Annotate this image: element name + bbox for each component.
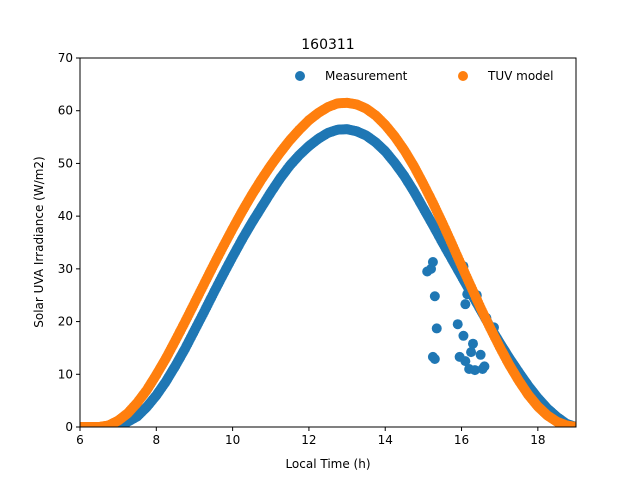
legend-marker bbox=[295, 71, 305, 81]
measurement-point bbox=[427, 257, 438, 268]
y-tick-label: 20 bbox=[58, 315, 73, 329]
legend: Measurement TUV model bbox=[295, 69, 554, 83]
plot-area: 6 8 10 12 14 16 18 0 10 20 30 40 50 60 70 Measurement TU… bbox=[58, 51, 577, 447]
measurement-point bbox=[460, 299, 471, 310]
y-tick-label: 60 bbox=[58, 104, 73, 118]
measurement-point bbox=[460, 356, 471, 367]
measurement-point bbox=[479, 361, 490, 372]
x-tick-label: 8 bbox=[152, 433, 160, 447]
legend-label: Measurement bbox=[325, 69, 408, 83]
legend-marker bbox=[458, 71, 468, 81]
measurement-point bbox=[431, 323, 442, 334]
data-points bbox=[80, 97, 576, 427]
tuv-model-point bbox=[571, 422, 576, 427]
x-tick-label: 14 bbox=[378, 433, 393, 447]
measurement-point bbox=[467, 338, 478, 349]
x-tick-label: 18 bbox=[530, 433, 545, 447]
y-tick-label: 40 bbox=[58, 209, 73, 223]
y-tick-label: 10 bbox=[58, 367, 73, 381]
measurement-point bbox=[466, 347, 477, 358]
x-tick-label: 12 bbox=[301, 433, 316, 447]
axes-frame bbox=[79, 57, 577, 428]
measurement-point bbox=[429, 353, 440, 364]
measurement-point bbox=[429, 291, 440, 302]
y-tick-label: 70 bbox=[58, 51, 73, 65]
y-tick-label: 30 bbox=[58, 262, 73, 276]
measurement-point bbox=[458, 330, 469, 341]
y-axis-label: Solar UVA Irradiance (W/m2) bbox=[32, 156, 46, 328]
x-tick-label: 10 bbox=[225, 433, 240, 447]
measurement-point bbox=[469, 365, 480, 376]
y-tick-label: 50 bbox=[58, 156, 73, 170]
chart-title: 160311 bbox=[301, 37, 354, 53]
x-axis-label: Local Time (h) bbox=[285, 457, 370, 471]
y-tick-label: 0 bbox=[65, 420, 73, 434]
x-tick-label: 16 bbox=[454, 433, 469, 447]
measurement-point bbox=[452, 319, 463, 330]
legend-label: TUV model bbox=[487, 69, 554, 83]
x-tick-label: 6 bbox=[76, 433, 84, 447]
measurement-point bbox=[475, 349, 486, 360]
